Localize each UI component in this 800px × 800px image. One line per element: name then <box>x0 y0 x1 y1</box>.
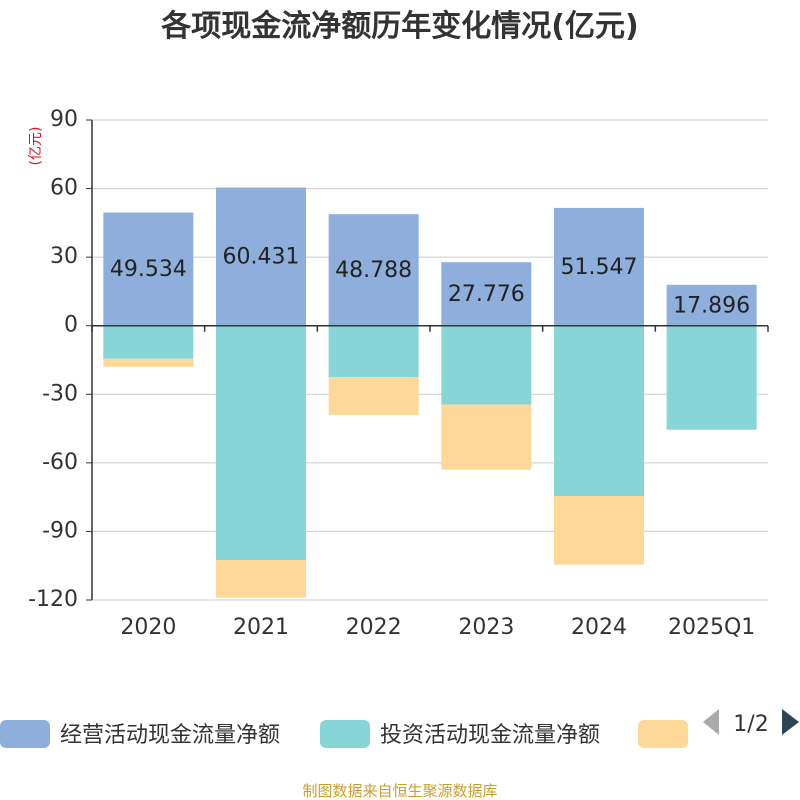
y-tick-label: 0 <box>64 313 78 338</box>
legend: 经营活动现金流量净额 投资活动现金流量净额 <box>0 720 688 748</box>
legend-swatch-0[interactable] <box>0 720 50 748</box>
bar-series-1-2024 <box>554 325 644 496</box>
bar-series-0-2024 <box>554 207 644 326</box>
grid-lines <box>92 119 768 601</box>
x-tick-label: 2022 <box>346 615 402 640</box>
bar-series-1-2025Q1 <box>666 325 757 430</box>
bar-series-2-2020 <box>103 358 194 367</box>
chart-title: 各项现金流净额历年变化情况(亿元) <box>160 9 638 44</box>
bar-series-1-2022 <box>328 325 419 378</box>
data-label: 51.547 <box>561 255 638 280</box>
y-tick-label: -90 <box>42 518 78 543</box>
bar-series-0-2021 <box>216 187 306 326</box>
legend-label-0[interactable]: 经营活动现金流量净额 <box>60 723 280 748</box>
source-note: 制图数据来自恒生聚源数据库 <box>302 782 497 800</box>
y-axis-ticks: 90 60 30 0 -30 -60 -90 -120 <box>28 107 92 612</box>
y-tick-label: 60 <box>50 176 78 201</box>
x-axis-ticks: 2020 2021 2022 2023 2024 2025Q1 <box>120 615 755 640</box>
bar-series-1-2021 <box>216 325 306 560</box>
x-tick-label: 2020 <box>120 615 176 640</box>
bar-series-0-2025Q1 <box>666 284 757 326</box>
legend-pager: 1/2 <box>703 709 799 737</box>
x-tick-label: 2021 <box>233 615 289 640</box>
y-tick-label: -30 <box>42 381 78 406</box>
legend-swatch-1[interactable] <box>320 720 370 748</box>
data-label: 27.776 <box>448 282 525 307</box>
bar-series-0-2020 <box>103 212 194 326</box>
y-tick-label: -120 <box>28 587 78 612</box>
legend-next-icon[interactable] <box>782 709 799 735</box>
data-labels: 49.534 60.431 48.788 27.776 51.547 17.896 <box>110 245 750 319</box>
y-tick-label: 30 <box>50 244 78 269</box>
data-label: 49.534 <box>110 257 187 282</box>
data-label: 48.788 <box>335 258 412 283</box>
data-label: 60.431 <box>223 245 300 270</box>
x-tick-label: 2024 <box>571 615 627 640</box>
bar-series-1-2023 <box>441 325 532 405</box>
bar-series-2-2024 <box>554 496 644 565</box>
legend-swatch-2[interactable] <box>638 720 688 748</box>
legend-prev-icon[interactable] <box>703 709 719 735</box>
bar-series-2-2022 <box>328 377 419 415</box>
legend-page-indicator: 1/2 <box>733 712 768 737</box>
x-tick-label: 2025Q1 <box>668 615 755 640</box>
y-axis-unit: (亿元) <box>28 127 44 166</box>
bar-series-2-2023 <box>441 404 532 470</box>
bar-series-0-2023 <box>441 262 532 326</box>
x-tick-label: 2023 <box>458 615 514 640</box>
axes <box>91 120 769 600</box>
y-tick-label: -60 <box>42 450 78 475</box>
y-tick-label: 90 <box>50 107 78 132</box>
bar-series-1-2020 <box>103 325 194 359</box>
legend-label-1[interactable]: 投资活动现金流量净额 <box>380 723 600 748</box>
bars <box>103 187 757 598</box>
data-label: 17.896 <box>673 293 750 318</box>
bar-series-0-2022 <box>328 214 419 326</box>
bar-series-2-2021 <box>216 560 306 598</box>
